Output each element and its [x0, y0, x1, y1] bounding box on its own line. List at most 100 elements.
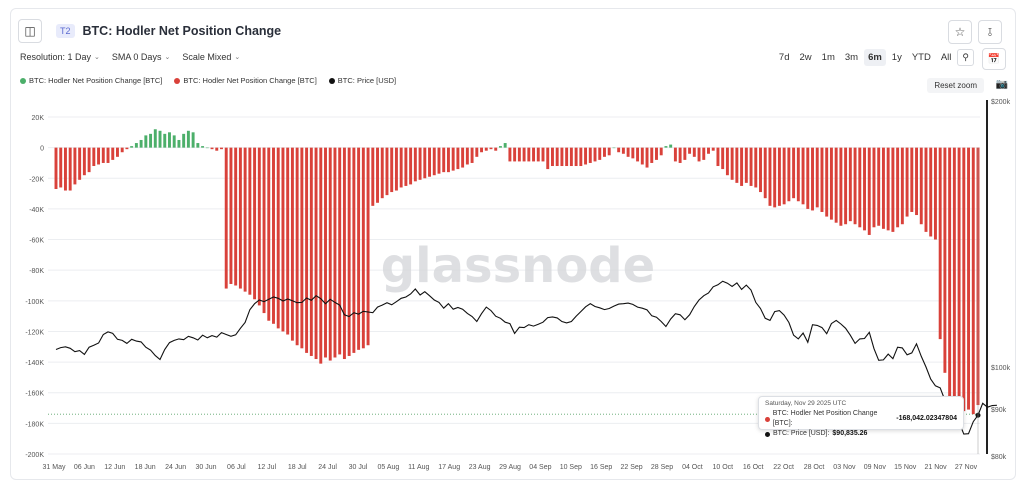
- bar-negative: [655, 147, 658, 160]
- resolution-dropdown[interactable]: Resolution: 1 Day ⌄: [20, 52, 100, 62]
- bar-negative: [248, 147, 252, 295]
- bar-negative: [820, 147, 824, 212]
- bar-negative: [536, 147, 540, 162]
- x-tick-label: 28 Oct: [804, 464, 825, 471]
- bar-positive: [201, 146, 205, 148]
- bar-negative: [262, 147, 266, 314]
- bar-negative: [919, 147, 923, 225]
- legend-item-negative[interactable]: BTC: Hodler Net Position Change [BTC]: [174, 76, 317, 85]
- bar-negative: [527, 147, 531, 162]
- bar-negative: [333, 147, 337, 358]
- bar-negative: [361, 147, 365, 349]
- bar-negative: [768, 147, 772, 206]
- chart-title: BTC: Hodler Net Position Change: [82, 24, 282, 38]
- bar-negative: [338, 147, 342, 355]
- legend-item-price[interactable]: BTC: Price [USD]: [328, 76, 396, 85]
- x-tick-label: 18 Jul: [288, 464, 307, 471]
- bar-negative: [735, 147, 739, 183]
- bar-negative: [740, 147, 744, 186]
- bar-negative: [900, 147, 904, 225]
- y-tick-label: -160K: [25, 391, 44, 398]
- bar-positive: [664, 146, 668, 148]
- bar-negative: [560, 147, 564, 167]
- y-tick-label: -200K: [25, 452, 44, 459]
- bar-negative: [829, 147, 833, 220]
- bar-negative: [92, 147, 96, 167]
- bar-negative: [962, 147, 966, 412]
- y-right-tick-label: $200k: [991, 99, 1011, 106]
- x-tick-label: 06 Jun: [74, 464, 95, 471]
- bar-negative: [394, 147, 398, 191]
- zoom-select-icon[interactable]: ⚲: [957, 49, 974, 66]
- range-all[interactable]: All: [940, 52, 952, 63]
- x-tick-label: 18 Jun: [135, 464, 156, 471]
- camera-icon[interactable]: 📷: [995, 79, 1008, 90]
- bar-positive: [144, 135, 148, 148]
- range-2w[interactable]: 2w: [799, 52, 812, 63]
- bar-positive: [205, 147, 209, 149]
- range-1m[interactable]: 1m: [821, 52, 835, 63]
- sidebar-toggle-button[interactable]: ◫: [18, 19, 42, 43]
- bar-negative: [300, 147, 304, 349]
- favorite-button[interactable]: ☆: [948, 20, 972, 44]
- chevron-down-icon: ⌄: [164, 54, 171, 61]
- tooltip-label: BTC: Hodler Net Position Change [BTC]:: [772, 410, 878, 427]
- share-button[interactable]: ⫱: [978, 20, 1002, 44]
- bar-negative: [943, 147, 947, 373]
- bar-negative: [319, 147, 323, 364]
- share-icon: ⫱: [987, 24, 993, 39]
- y-right-tick-label: $80k: [991, 454, 1007, 461]
- range-3m[interactable]: 3m: [844, 52, 859, 63]
- legend-dot: [20, 77, 26, 84]
- range-1y[interactable]: 1y: [891, 52, 902, 63]
- y-tick-label: -180K: [25, 421, 44, 428]
- bar-negative: [78, 147, 82, 180]
- chart-legend: BTC: Hodler Net Position Change [BTC] BT…: [20, 76, 396, 85]
- bar-negative: [541, 147, 545, 162]
- scale-dropdown[interactable]: Scale Mixed ⌄: [182, 52, 240, 62]
- y-tick-label: -120K: [25, 329, 44, 336]
- x-tick-label: 23 Aug: [469, 464, 491, 471]
- sma-dropdown[interactable]: SMA 0 Days ⌄: [112, 52, 170, 62]
- tooltip-row-price: BTC: Price [USD]: $90,835.26: [765, 429, 957, 439]
- bar-positive: [196, 143, 200, 148]
- calendar-button[interactable]: 📅: [982, 48, 1006, 70]
- chevron-down-icon: ⌄: [94, 54, 100, 61]
- x-tick-label: 21 Nov: [925, 464, 948, 471]
- x-tick-label: 17 Aug: [438, 464, 460, 471]
- tooltip-value: $90,835.26: [832, 430, 868, 437]
- bar-negative: [640, 147, 644, 165]
- bar-negative: [428, 147, 431, 177]
- tooltip-dot-price: [765, 431, 770, 437]
- bar-negative: [574, 147, 578, 167]
- y-right-tick-label: $100k: [991, 365, 1011, 372]
- bar-negative: [603, 147, 606, 157]
- bar-positive: [163, 133, 167, 148]
- bar-negative: [848, 147, 852, 222]
- range-ytd[interactable]: YTD: [911, 52, 931, 63]
- range-7d[interactable]: 7d: [778, 52, 790, 63]
- bar-negative: [938, 147, 942, 340]
- reset-zoom-button[interactable]: Reset zoom: [927, 78, 984, 93]
- bar-negative: [853, 147, 857, 225]
- range-6m[interactable]: 6m: [864, 49, 886, 66]
- x-tick-label: 28 Sep: [651, 464, 673, 471]
- range-selector: 7d 2w 1m 3m 6m 1y YTD All ⚲: [775, 49, 974, 66]
- bar-negative: [446, 147, 450, 173]
- bar-negative: [688, 147, 692, 154]
- watermark: glassnode: [381, 238, 655, 294]
- bar-negative: [971, 147, 975, 415]
- legend-item-positive[interactable]: BTC: Hodler Net Position Change [BTC]: [20, 76, 162, 85]
- bar-negative: [224, 147, 228, 289]
- bar-negative: [834, 147, 838, 223]
- bar-negative: [423, 147, 427, 179]
- bar-positive: [153, 129, 157, 148]
- bar-negative: [63, 147, 67, 191]
- bar-negative: [796, 147, 800, 202]
- bar-negative: [626, 147, 630, 157]
- bar-negative: [886, 147, 890, 231]
- bar-negative: [952, 147, 956, 409]
- price-line: [55, 280, 997, 435]
- bar-negative: [494, 147, 498, 151]
